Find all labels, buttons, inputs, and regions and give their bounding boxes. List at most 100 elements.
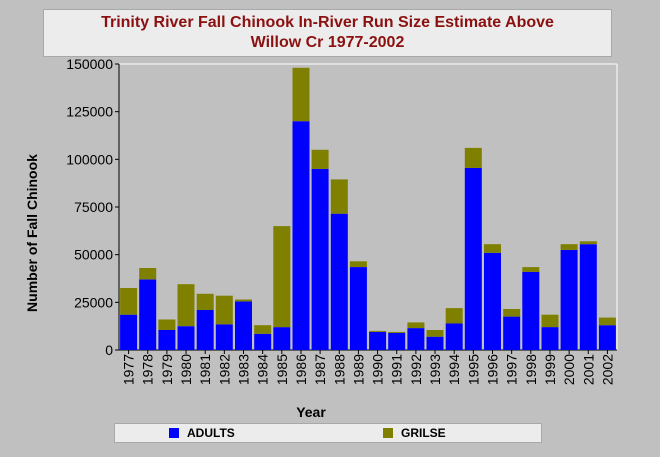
y-tick-label: 75000: [74, 199, 113, 215]
x-tick-label: 1983: [236, 354, 252, 385]
bar-adults-1996: [484, 252, 501, 350]
bar-grilse-1996: [484, 244, 501, 253]
x-tick-label: 1990: [370, 354, 386, 385]
x-tick-label: 1992: [408, 354, 424, 385]
bar-grilse-1979: [158, 319, 176, 330]
bar-grilse-1991: [388, 331, 406, 333]
x-tick-label: 1981: [197, 354, 213, 385]
x-tick-label: 1999: [542, 354, 558, 385]
x-tick-label: 1995: [465, 354, 481, 385]
x-axis-label: Year: [296, 404, 326, 420]
y-axis-label: Number of Fall Chinook: [24, 154, 40, 312]
bar-grilse-1983: [235, 299, 252, 302]
bar-grilse-1977: [120, 288, 138, 315]
bar-adults-1977: [120, 314, 138, 350]
legend-label-adults: ADULTS: [187, 426, 235, 440]
bar-grilse-1995: [464, 147, 482, 168]
bar-adults-1995: [464, 167, 482, 350]
x-tick-label: 1994: [446, 354, 462, 385]
x-tick-label: 1996: [485, 354, 501, 385]
bar-grilse-1998: [522, 267, 540, 272]
bar-adults-2000: [560, 249, 578, 350]
legend-label-grilse: GRILSE: [401, 426, 446, 440]
bar-grilse-1986: [292, 67, 310, 122]
x-tick-label: 1988: [331, 354, 347, 385]
legend-item-grilse: GRILSE: [383, 426, 446, 440]
legend-item-adults: ADULTS: [169, 426, 235, 440]
x-tick-label: 1993: [427, 354, 443, 385]
bar-grilse-1982: [215, 295, 233, 325]
bar-adults-1984: [254, 333, 272, 350]
x-tick-label: 2001: [580, 354, 596, 385]
bar-grilse-1997: [503, 309, 521, 317]
x-tick-label: 1978: [140, 354, 156, 385]
y-tick-label: 100000: [66, 151, 113, 167]
x-tick-label: 1977: [121, 354, 137, 385]
chart-title-line1: Trinity River Fall Chinook In-River Run …: [101, 14, 554, 31]
x-tick-label: 1989: [350, 354, 366, 385]
bar-grilse-1989: [349, 261, 367, 267]
y-axis: 0 25000 50000 75000 100000 125000 150000: [66, 56, 120, 358]
bar-adults-1986: [292, 121, 310, 350]
bar-grilse-1981: [196, 293, 214, 310]
bar-adults-1987: [311, 168, 329, 350]
bar-grilse-2001: [579, 241, 597, 245]
bar-adults-1988: [330, 213, 348, 350]
bar-adults-1994: [445, 323, 463, 350]
bar-adults-1992: [407, 328, 425, 350]
bar-adults-1993: [426, 336, 444, 350]
bar-adults-1999: [541, 327, 559, 350]
x-tick-label: 1998: [523, 354, 539, 385]
x-tick-label: 1982: [216, 354, 232, 385]
bar-grilse-1990: [369, 330, 387, 332]
legend-swatch-adults: [169, 428, 179, 438]
legend: ADULTS GRILSE: [114, 423, 542, 443]
bar-adults-1978: [139, 279, 157, 350]
bar-adults-1981: [196, 310, 214, 350]
y-tick-label: 0: [105, 342, 113, 358]
bar-adults-1980: [177, 326, 195, 350]
legend-swatch-grilse: [383, 428, 393, 438]
x-tick-label: 1980: [178, 354, 194, 385]
bar-adults-2001: [579, 244, 597, 350]
bar-grilse-1984: [254, 325, 272, 334]
x-tick-label: 1984: [255, 354, 271, 385]
x-axis: 1977 1978 1979 1980 1981 1982 1983 1984 1985 1986…: [119, 349, 617, 385]
bar-adults-1997: [503, 316, 521, 350]
x-tick-label: 2000: [561, 354, 577, 385]
bar-grilse-1980: [177, 284, 195, 327]
bar-adults-1990: [369, 331, 387, 350]
x-tick-label: 1986: [293, 354, 309, 385]
bar-adults-1983: [235, 301, 252, 350]
bar-adults-1991: [388, 332, 406, 350]
bar-grilse-1994: [445, 308, 463, 324]
y-tick-label: 150000: [66, 56, 113, 72]
chart-title-box: Trinity River Fall Chinook In-River Run …: [43, 9, 612, 57]
bar-grilse-1999: [541, 314, 559, 328]
bar-grilse-1978: [139, 268, 157, 280]
x-tick-label: 1979: [159, 354, 175, 385]
chart-title-line2: Willow Cr 1977-2002: [250, 34, 405, 51]
x-tick-label: 1985: [274, 354, 290, 385]
bar-adults-2002: [598, 325, 616, 350]
bar-adults-1989: [349, 267, 367, 350]
bar-grilse-2000: [560, 244, 578, 250]
bar-adults-1998: [522, 271, 540, 350]
y-tick-label: 25000: [74, 294, 113, 310]
bars-group: [120, 67, 616, 350]
bar-grilse-1993: [426, 330, 444, 337]
x-tick-label: 1987: [312, 354, 328, 385]
y-tick-label: 50000: [74, 247, 113, 263]
bar-grilse-1992: [407, 322, 425, 329]
x-tick-label: 1991: [389, 354, 405, 385]
bar-grilse-1985: [273, 226, 291, 328]
bar-grilse-1987: [311, 149, 329, 169]
y-tick-label: 125000: [66, 104, 113, 120]
x-tick-label: 2002: [599, 354, 615, 385]
bar-adults-1985: [273, 327, 291, 350]
bar-grilse-2002: [598, 317, 616, 326]
bar-adults-1982: [215, 324, 233, 350]
bar-adults-1979: [158, 330, 176, 350]
x-tick-label: 1997: [504, 354, 520, 385]
